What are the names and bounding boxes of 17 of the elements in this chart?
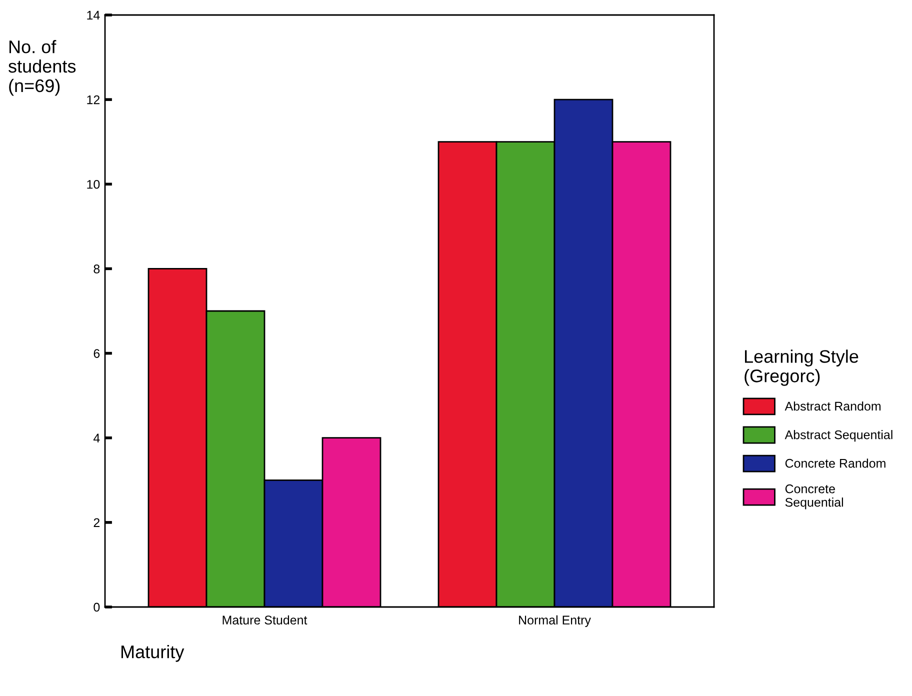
y-tick-label: 6 bbox=[94, 349, 100, 358]
legend-label: Abstract Sequential bbox=[784, 430, 892, 442]
x-tick-label: Mature Student bbox=[222, 615, 308, 625]
y-axis-title: No. of students (n=69) bbox=[8, 40, 76, 96]
x-axis-title: Maturity bbox=[121, 645, 184, 662]
x-tick-label: Normal Entry bbox=[519, 615, 591, 627]
legend-label: Concrete Sequential bbox=[785, 484, 844, 510]
y-tick-label: 4 bbox=[93, 434, 100, 442]
y-tick-label: 12 bbox=[87, 95, 100, 104]
legend-title: Learning Style (Gregorc) bbox=[744, 350, 858, 386]
y-tick-label: 0 bbox=[94, 602, 100, 612]
legend-label: Concrete Random bbox=[785, 458, 886, 468]
legend-label: Abstract Random bbox=[784, 401, 881, 411]
y-tick-label: 8 bbox=[94, 264, 100, 274]
y-tick-label: 14 bbox=[87, 10, 100, 20]
y-tick-label: 10 bbox=[87, 180, 100, 189]
y-tick-label: 2 bbox=[94, 518, 100, 527]
